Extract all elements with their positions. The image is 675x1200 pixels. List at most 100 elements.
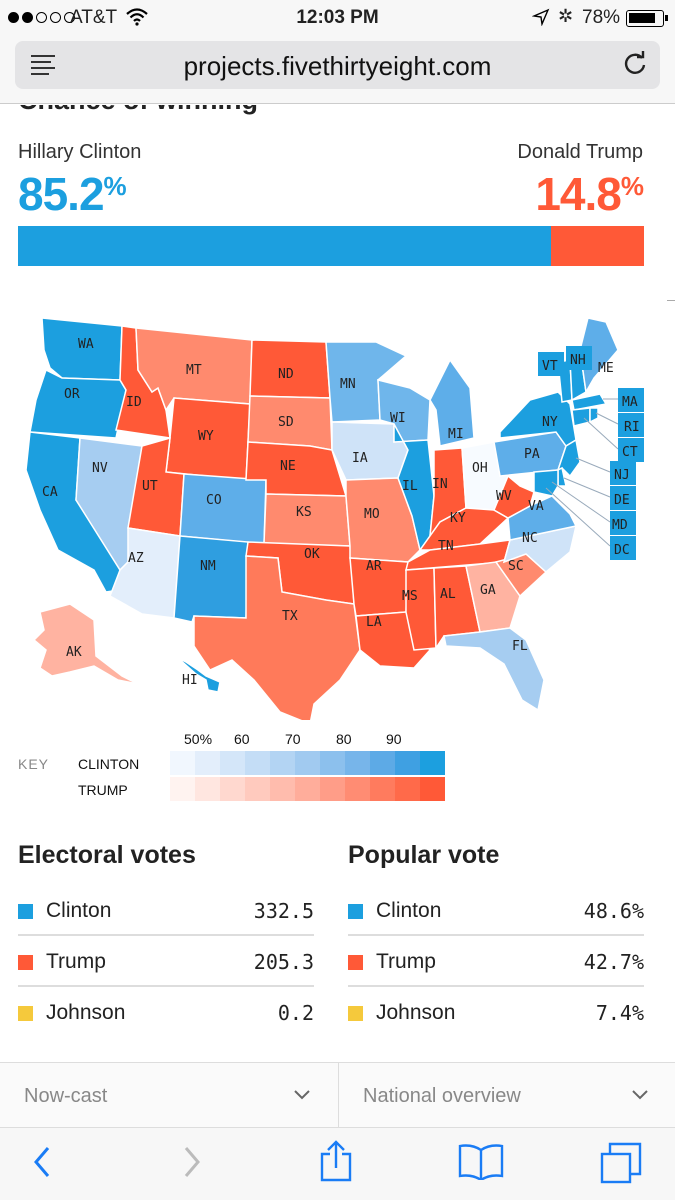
clinton-name: Hillary Clinton — [18, 141, 142, 163]
address-bar[interactable]: projects.fivethirtyeight.com — [15, 41, 660, 89]
popular-vote-table: Clinton 48.6% Trump 42.7% Johnson 7.4% — [348, 885, 644, 1038]
forward-icon[interactable] — [180, 1144, 204, 1180]
state-nm — [173, 535, 249, 623]
state-me — [579, 317, 619, 395]
state-label-vt: VT — [542, 359, 558, 374]
state-label-va: VA — [528, 499, 544, 514]
state-label-de: DE — [614, 493, 630, 508]
key-cells-clinton — [170, 751, 445, 775]
state-label-mo: MO — [364, 507, 380, 522]
state-label-ct: CT — [622, 445, 638, 460]
table-row: Johnson 0.2 — [18, 987, 314, 1038]
swatch — [348, 1006, 363, 1021]
state-label-ma: MA — [622, 395, 638, 410]
state-label-nm: NM — [200, 559, 216, 574]
state-labels: WA OR CA NV ID MT WY UT AZ CO NM ND SD NE KS OK TX MN IA MO… — [42, 337, 640, 688]
state-ga — [465, 561, 521, 633]
state-label-dc: DC — [614, 543, 630, 558]
state-label-nv: NV — [92, 461, 108, 476]
table-row: Clinton 48.6% — [348, 885, 644, 936]
status-bar: AT&T 12:03 PM ✲ 78% — [0, 0, 675, 36]
table-row: Trump 205.3 — [18, 936, 314, 987]
state-label-ga: GA — [480, 583, 496, 598]
state-label-tn: TN — [438, 539, 454, 554]
state-label-pa: PA — [524, 447, 540, 462]
chevron-down-icon — [294, 1090, 310, 1100]
popular-vote-title: Popular vote — [348, 841, 500, 869]
state-ma — [571, 393, 608, 411]
state-label-ut: UT — [142, 479, 158, 494]
key-label: KEY — [18, 756, 50, 772]
state-label-ri: RI — [624, 420, 640, 435]
section-title: Chance of winning — [18, 105, 258, 116]
row-value: 7.4% — [595, 1001, 644, 1025]
model-dropdown-label: Now-cast — [24, 1085, 108, 1107]
state-ks — [263, 493, 351, 547]
share-icon[interactable] — [318, 1140, 354, 1182]
model-dropdown[interactable]: Now-cast — [0, 1063, 337, 1129]
row-name: Johnson — [46, 1001, 126, 1024]
reader-menu-icon[interactable] — [31, 55, 55, 79]
table-row: Clinton 332.5 — [18, 885, 314, 936]
state-label-hi: HI — [182, 673, 198, 688]
key-cells-trump — [170, 777, 445, 801]
back-icon[interactable] — [30, 1144, 54, 1180]
row-value: 42.7% — [583, 950, 644, 974]
state-co — [179, 473, 267, 545]
bluetooth-icon: ✲ — [558, 6, 574, 26]
row-name: Trump — [376, 950, 436, 973]
battery-icon — [626, 10, 668, 27]
state-label-md: MD — [612, 518, 628, 533]
row-name: Trump — [46, 950, 106, 973]
key-row-clinton: CLINTON — [78, 756, 140, 772]
state-label-ak: AK — [66, 645, 82, 660]
row-name: Clinton — [46, 899, 112, 922]
carrier-name: AT&T — [70, 7, 118, 28]
state-ms — [405, 567, 437, 651]
url-text[interactable]: projects.fivethirtyeight.com — [183, 51, 492, 81]
state-label-mn: MN — [340, 377, 356, 392]
trump-chance-bar — [551, 226, 644, 266]
table-row: Trump 42.7% — [348, 936, 644, 987]
state-il — [393, 423, 435, 552]
key-tick: 50% — [184, 731, 213, 747]
state-label-or: OR — [64, 387, 80, 402]
reload-icon[interactable] — [622, 51, 648, 77]
row-value: 0.2 — [277, 1001, 314, 1025]
state-ri — [589, 407, 599, 424]
state-label-ar: AR — [366, 559, 382, 574]
state-label-mt: MT — [186, 363, 202, 378]
state-ak — [32, 603, 139, 685]
region-dropdown[interactable]: National overview — [338, 1063, 675, 1129]
bookmarks-icon[interactable] — [458, 1144, 504, 1180]
us-map[interactable]: WA OR CA NV ID MT WY UT AZ CO NM ND SD NE KS OK TX MN IA MO… — [10, 300, 665, 720]
row-value: 205.3 — [253, 950, 314, 974]
browser-address-bar-area: projects.fivethirtyeight.com — [0, 36, 675, 104]
state-label-wy: WY — [198, 429, 214, 444]
state-label-wv: WV — [496, 489, 512, 504]
key-tick: 70 — [285, 731, 301, 747]
scroll-hash — [667, 300, 675, 301]
state-label-tx: TX — [282, 609, 298, 624]
swatch — [18, 1006, 33, 1021]
state-fl — [443, 627, 545, 712]
state-label-il: IL — [402, 479, 418, 494]
state-label-ok: OK — [304, 547, 320, 562]
state-label-oh: OH — [472, 461, 488, 476]
state-label-ne: NE — [280, 459, 296, 474]
state-label-me: ME — [598, 361, 614, 376]
state-label-ca: CA — [42, 485, 58, 500]
wifi-icon — [126, 8, 148, 26]
state-label-nj: NJ — [614, 468, 630, 483]
key-tick: 80 — [336, 731, 352, 747]
chance-bar — [18, 226, 644, 266]
tabs-icon[interactable] — [600, 1142, 642, 1184]
state-label-la: LA — [366, 615, 382, 630]
battery-percent: 78% — [582, 7, 621, 28]
state-label-wa: WA — [78, 337, 94, 352]
signal-strength-icon — [8, 12, 75, 23]
state-label-mi: MI — [448, 427, 464, 442]
row-value: 48.6% — [583, 899, 644, 923]
state-label-ks: KS — [296, 505, 312, 520]
chevron-down-icon — [632, 1090, 648, 1100]
